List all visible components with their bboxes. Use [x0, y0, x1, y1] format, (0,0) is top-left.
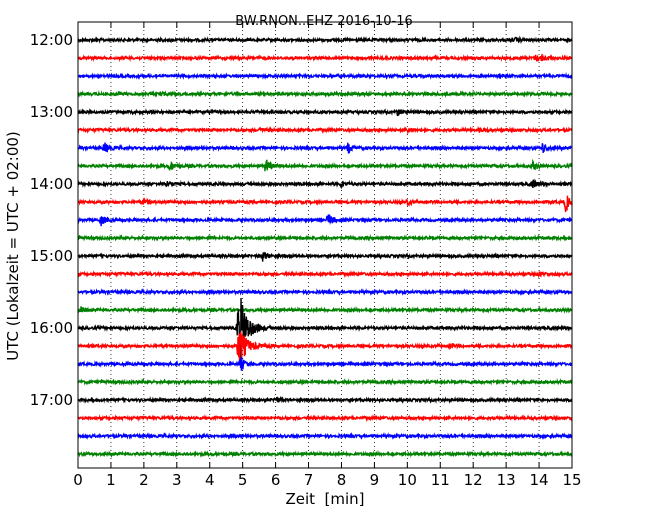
- x-tick-label: 13: [497, 471, 516, 489]
- x-tick-label: 14: [530, 471, 549, 489]
- y-tick-label: 14:00: [30, 175, 73, 193]
- y-tick-label: 17:00: [30, 391, 73, 409]
- trace-line-1545: [77, 306, 573, 314]
- x-tick-label: 7: [304, 471, 314, 489]
- trace-line-1200: [77, 35, 573, 45]
- x-tick-label: 15: [562, 471, 581, 489]
- trace-line-1615: [77, 331, 573, 361]
- trace-line-1430: [77, 214, 573, 227]
- x-tick-label: 10: [398, 471, 417, 489]
- trace-line-1630: [77, 356, 573, 371]
- x-tick-label: 5: [238, 471, 248, 489]
- x-axis-ticks: 0 1 2 3 4 5 6 7 8 9 10 11 12 13 14 15: [73, 22, 582, 489]
- y-tick-label: 15:00: [30, 247, 73, 265]
- trace-line-1300: [77, 107, 573, 117]
- trace-line-1345: [77, 158, 573, 172]
- trace-line-1415: [77, 195, 573, 213]
- y-tick-label: 13:00: [30, 103, 73, 121]
- plot-frame: [77, 21, 573, 469]
- trace-line-1445: [77, 233, 573, 242]
- x-tick-label: 12: [464, 471, 483, 489]
- x-tick-label: 6: [271, 471, 281, 489]
- trace-line-1730: [77, 431, 573, 440]
- x-tick-label: 1: [106, 471, 116, 489]
- trace-line-1600: [77, 298, 573, 363]
- trace-group: [77, 35, 573, 458]
- x-tick-label: 9: [370, 471, 380, 489]
- x-axis-label: Zeit [min]: [285, 490, 364, 508]
- trace-line-1230: [77, 72, 573, 81]
- x-tick-label: 3: [172, 471, 182, 489]
- x-tick-label: 0: [73, 471, 83, 489]
- x-tick-label: 4: [205, 471, 215, 489]
- trace-line-1645: [77, 377, 573, 386]
- trace-line-1715: [77, 414, 573, 422]
- trace-line-1530: [77, 287, 573, 296]
- trace-line-1745: [77, 450, 573, 458]
- x-tick-label: 2: [139, 471, 149, 489]
- trace-line-1515: [77, 270, 573, 279]
- y-tick-label: 12:00: [30, 31, 73, 49]
- trace-line-1400: [77, 178, 573, 190]
- x-tick-label: 11: [431, 471, 450, 489]
- y-axis-ticks: 12:00 13:00 14:00 15:00 16:00 17:00: [30, 31, 572, 409]
- trace-line-1315: [77, 125, 573, 135]
- trace-line-1330: [77, 142, 573, 154]
- y-axis-label: UTC (Lokalzeit = UTC + 02:00): [4, 131, 22, 361]
- trace-line-1245: [77, 90, 573, 99]
- trace-line-1215: [77, 53, 573, 63]
- x-tick-label: 8: [337, 471, 347, 489]
- trace-line-1700: [77, 395, 573, 404]
- trace-line-1500: [77, 251, 573, 262]
- y-tick-label: 16:00: [30, 319, 73, 337]
